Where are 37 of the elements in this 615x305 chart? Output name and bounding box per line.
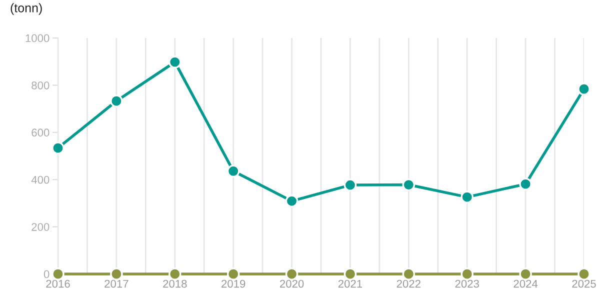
y-tick-label: 200 [32,223,50,231]
point [285,194,298,208]
x-tick-label: 2016 [46,280,70,288]
point [226,268,240,280]
x-tick-label: 2022 [396,280,420,288]
point [110,268,123,280]
point [578,268,590,280]
y-tick-label: 400 [31,176,50,184]
x-tick-label: 2023 [455,280,479,288]
y-tick-label: 800 [32,81,50,90]
x-tick-label: 2020 [280,280,304,288]
point [578,82,590,96]
point [110,94,123,108]
y-tick-label: 600 [32,128,50,137]
x-tick-label: 2018 [163,280,187,288]
point [460,268,474,280]
x-tick-label: 2025 [572,280,596,288]
x-tick-label: 2021 [338,280,362,288]
x-tick-label: 2019 [222,280,246,288]
point [519,178,532,190]
x-tick-label: 2024 [514,280,538,288]
x-tick-label: 2017 [104,280,128,288]
point [285,268,298,280]
point [344,268,357,280]
point [168,268,182,280]
point [402,268,416,280]
point [52,142,64,154]
y-axis-title: (tonn) [10,3,42,15]
point [168,56,182,68]
y-tick-label: 1000 [26,34,50,42]
point [52,268,64,280]
point [460,190,474,204]
point [344,178,357,192]
point [226,164,240,178]
y-tick-label: 0 [44,270,50,278]
point [402,178,416,192]
point [519,268,532,280]
